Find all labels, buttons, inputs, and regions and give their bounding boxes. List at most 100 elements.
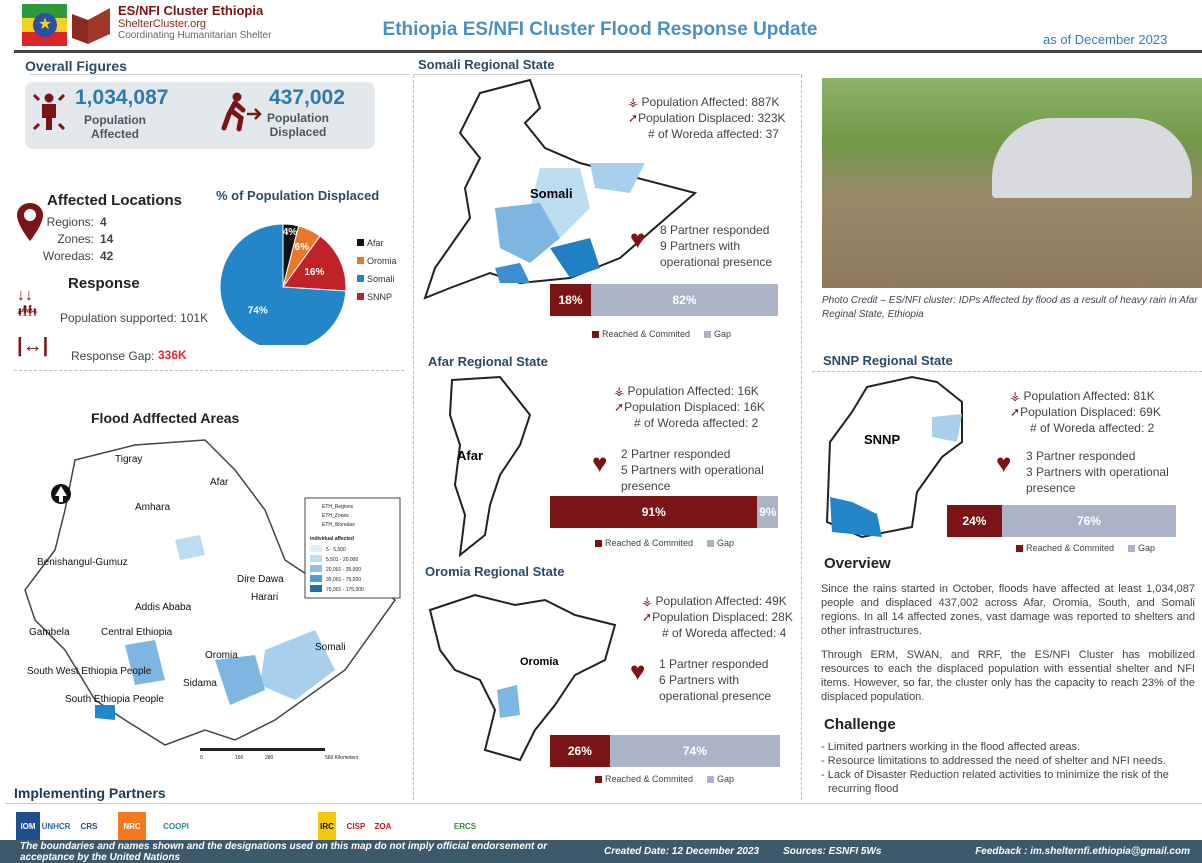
oromia-affected: Population Affected: 49K: [655, 594, 787, 608]
zones-label: Zones:: [57, 232, 94, 246]
affected-icon: ⚶: [628, 95, 642, 109]
snnp-map: SNNP: [825, 375, 963, 539]
oromia-title: Oromia Regional State: [425, 564, 565, 579]
somali-partners-presence: 9 Partners with operational presence: [660, 239, 773, 269]
afar-woreda: # of Woreda affected: 2: [634, 416, 759, 430]
scale-label: 560 Kilometers: [325, 755, 359, 761]
partner-logo-eoc-dicac: [280, 812, 308, 840]
oromia-map-label: Oromia: [520, 656, 559, 668]
legend-item: 75,001 - 175,000: [326, 587, 364, 593]
challenge-item: - Limited partners working in the flood …: [821, 741, 1081, 753]
region-label: Amhara: [135, 502, 170, 513]
pie-title: % of Population Displaced: [216, 188, 380, 203]
somali-affected: Population Affected: 887K: [641, 95, 780, 109]
gap-icon: |↔|: [17, 335, 49, 357]
partner-logo-action: [398, 812, 448, 840]
gap-segment: 74%: [609, 735, 780, 767]
woredas-value: 42: [100, 249, 114, 263]
legend-label: Oromia: [367, 256, 397, 266]
region-label: Gambela: [29, 627, 70, 638]
region-label: Benishangul-Gumuz: [37, 557, 128, 568]
person-affected-icon: [32, 93, 66, 131]
overview-paragraph-1: Since the rains started in October, floo…: [821, 583, 1195, 637]
implementing-partners-title: Implementing Partners: [14, 785, 166, 801]
somali-coverage-bar: 18% 82%: [550, 284, 778, 316]
partner-logo-crs: CRS: [72, 812, 106, 840]
snnp-woreda: # of Woreda affected: 2: [1030, 421, 1155, 435]
afar-coverage-bar: 91% 9%: [550, 496, 778, 528]
challenge-item: - Resource limitations to addressed the …: [821, 755, 1166, 767]
region-label: Central Ethiopia: [101, 627, 173, 638]
legend-swatch: [310, 585, 322, 592]
shelter-cluster-logo: [70, 6, 112, 44]
pie-slice-somali: [219, 223, 347, 345]
scale-label: 160: [235, 755, 244, 761]
partner-logo-iom: IOM: [16, 812, 40, 840]
legend-swatch: [310, 575, 322, 582]
people-supported-icon: ↓↓ 👪︎: [17, 287, 38, 320]
legend-swatch: [310, 545, 322, 552]
org-site[interactable]: ShelterCluster.org: [118, 18, 207, 30]
flood-photo: [822, 78, 1202, 288]
oromia-displaced: Population Displaced: 28K: [652, 610, 793, 624]
partner-logo-ercs: ERCS: [452, 812, 478, 840]
region-label: Afar: [210, 477, 229, 488]
partner-logo-save-the-children: [258, 812, 278, 840]
region-label: Somali: [315, 642, 346, 653]
legend-swatch: [357, 257, 364, 264]
legend-item: 20,001 - 35,000: [326, 567, 361, 573]
snnp-map-label: SNNP: [864, 432, 900, 447]
partner-logo-zoa: ZOA: [372, 812, 394, 840]
displaced-label: Population Displaced: [267, 111, 329, 139]
footer-disclaimer: The boundaries and names shown and the d…: [20, 840, 548, 863]
reached-segment: 26%: [550, 735, 610, 767]
pie-label: 6%: [295, 242, 310, 253]
afar-affected: Population Affected: 16K: [627, 384, 759, 398]
somali-title: Somali Regional State: [418, 57, 555, 72]
footer-sources: Sources: ESNFI 5Ws: [783, 846, 882, 857]
org-tagline: Coordinating Humanitarian Shelter: [118, 30, 272, 41]
somali-map-label: Somali: [530, 186, 573, 201]
displaced-icon: ➚: [642, 610, 653, 624]
overview-paragraph-2: Through ERM, SWAN, and RRF, the ES/NFI C…: [821, 649, 1195, 703]
legend-reached: Reached & Commited: [1026, 543, 1115, 553]
legend-item: 35,001 - 75,000: [326, 577, 361, 583]
region-label: South West Ethiopia People: [27, 666, 152, 677]
oromia-partners-presence: 6 Partners with operational presence: [659, 673, 772, 703]
legend-reached: Reached & Commited: [605, 774, 694, 784]
handshake-heart-icon: ♥: [630, 224, 646, 254]
legend-item: 5 - 5,500: [326, 547, 346, 553]
pie-label: 4%: [283, 227, 298, 238]
flood-map: Tigray Afar Amhara Benishangul-Gumuz Dire Da…: [24, 439, 401, 761]
handshake-heart-icon: ♥: [996, 448, 1012, 478]
pie-label: 74%: [248, 306, 268, 317]
somali-woreda: # of Woreda affected: 37: [648, 127, 779, 141]
partner-logo-coopi: COOPI: [150, 812, 202, 840]
afar-displaced: Population Displaced: 16K: [624, 400, 765, 414]
region-label: South Ethiopia People: [65, 694, 164, 705]
overview-title: Overview: [824, 555, 891, 572]
legend-title: individual affected: [310, 536, 354, 542]
somali-partners-responded: 8 Partner responded: [660, 223, 770, 237]
location-pin-icon: [17, 203, 43, 241]
legend-layer: ETH_Zones: [322, 513, 349, 519]
legend-swatch: [310, 565, 322, 572]
legend-swatch: [357, 293, 364, 300]
legend-reached: Reached & Commited: [602, 329, 691, 339]
scale-bar: [200, 748, 325, 751]
footer-bar: The boundaries and names shown and the d…: [0, 840, 1202, 863]
regions-label: Regions:: [46, 215, 94, 229]
partner-logo-cisp: CISP: [342, 812, 370, 840]
oromia-coverage-bar: 26% 74%: [550, 735, 780, 767]
page-title: Ethiopia ES/NFI Cluster Flood Response U…: [382, 19, 818, 40]
legend-label: Afar: [367, 238, 384, 248]
scale-label: 280: [265, 755, 274, 761]
somali-map: Somali: [423, 78, 698, 300]
footer-feedback[interactable]: Feedback : im.shelternfi.ethiopia@gmail.…: [975, 846, 1190, 857]
reached-segment: 91%: [550, 496, 758, 528]
afar-title: Afar Regional State: [428, 354, 548, 369]
footer-created-date: Created Date: 12 December 2023: [604, 846, 760, 857]
legend-layer: ETH_Woredas: [322, 522, 355, 528]
afar-partners-responded: 2 Partner responded: [621, 447, 731, 461]
region-label: Oromia: [205, 650, 238, 661]
